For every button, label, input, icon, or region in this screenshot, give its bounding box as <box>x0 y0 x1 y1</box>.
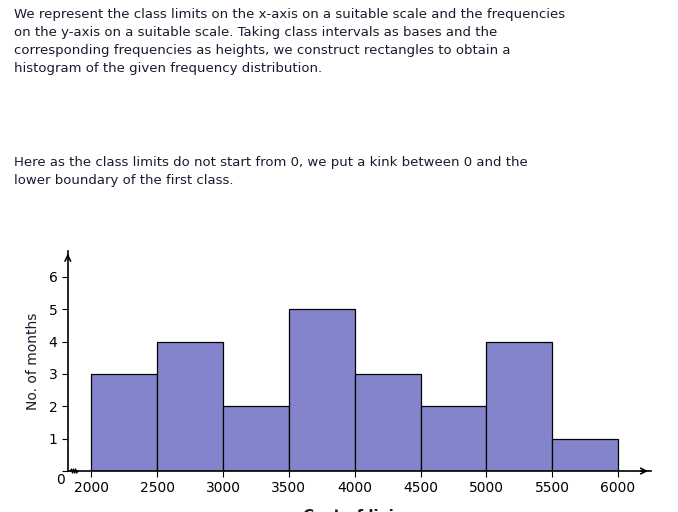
Bar <box>92 374 157 471</box>
X-axis label: Cost of living: Cost of living <box>303 509 416 512</box>
Text: We represent the class limits on the x-axis on a suitable scale and the frequenc: We represent the class limits on the x-a… <box>14 8 565 75</box>
Bar <box>486 342 552 471</box>
Bar <box>420 407 486 471</box>
Bar <box>552 439 618 471</box>
Bar <box>223 407 289 471</box>
Text: Here as the class limits do not start from 0, we put a kink between 0 and the
lo: Here as the class limits do not start fr… <box>14 156 527 187</box>
Bar <box>157 342 223 471</box>
Bar <box>289 309 355 471</box>
Text: 0: 0 <box>56 473 65 487</box>
Bar <box>355 374 420 471</box>
Y-axis label: No. of months: No. of months <box>26 312 40 410</box>
